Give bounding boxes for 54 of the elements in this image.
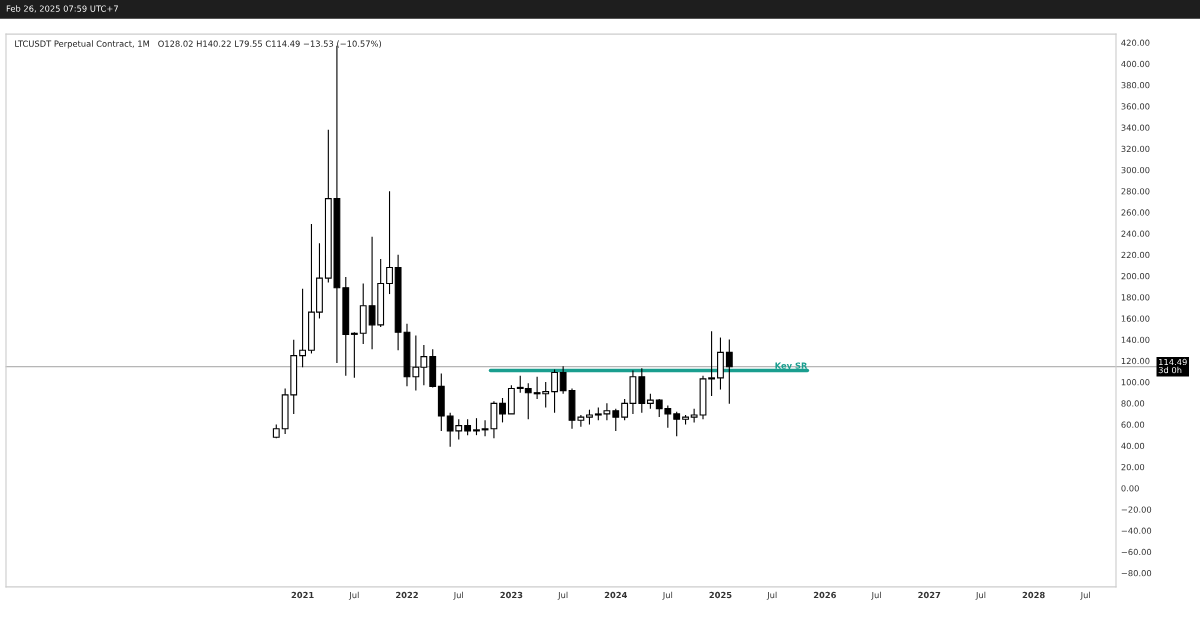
- x-tick-label: Jul: [871, 591, 881, 600]
- x-tick-label: 2022: [396, 591, 418, 599]
- y-tick-label: 100.00: [1121, 379, 1150, 386]
- x-tick-label: 2025: [709, 591, 732, 599]
- y-tick-label: 380.00: [1121, 82, 1150, 89]
- y-tick-label: 140.00: [1121, 336, 1150, 343]
- candlestick: [725, 338, 733, 405]
- x-tick-label: Jul: [1080, 591, 1090, 600]
- chart-title: LTCUSDT Perpetual Contract, 1M O128.02 H140.22 L79.55 C114.49 −13.53 (−10.57%): [15, 40, 382, 49]
- y-tick-label: 340.00: [1121, 124, 1150, 131]
- y-tick-label: 420.00: [1121, 39, 1150, 46]
- y-tick-label: 200.00: [1121, 273, 1150, 280]
- x-tick-label: 2023: [500, 591, 523, 599]
- x-tick-label: 2028: [1022, 591, 1045, 599]
- y-tick-label: 280.00: [1121, 188, 1150, 195]
- x-tick-label: Jul: [662, 591, 673, 600]
- y-tick-label: −40.00: [1121, 527, 1152, 534]
- y-tick-label: 120.00: [1121, 357, 1150, 365]
- x-tick-label: 2024: [604, 591, 627, 599]
- y-tick-label: −60.00: [1121, 548, 1152, 556]
- candlestick: [350, 331, 358, 379]
- x-tick-label: 2021: [291, 591, 314, 599]
- candlestick: [386, 190, 393, 295]
- y-tick-label: 160.00: [1121, 315, 1150, 322]
- candlestick: [499, 397, 506, 423]
- y-tick-label: 360.00: [1121, 103, 1150, 110]
- candlestick: [559, 365, 567, 395]
- ref-line-label: 114.49 3d 0h: [1158, 358, 1187, 374]
- y-tick-label: 20.00: [1121, 463, 1145, 471]
- y-tick-label: 0.00: [1121, 485, 1139, 492]
- x-tick-label: Jul: [975, 591, 986, 600]
- y-tick-label: 40.00: [1121, 442, 1145, 450]
- y-tick-label: 220.00: [1121, 251, 1150, 259]
- x-tick-label: Jul: [348, 591, 359, 600]
- y-tick-label: 60.00: [1121, 421, 1145, 428]
- x-tick-label: Jul: [766, 591, 777, 600]
- y-tick-label: 320.00: [1121, 145, 1150, 153]
- candlestick: [299, 288, 307, 368]
- y-tick-label: −20.00: [1121, 506, 1152, 513]
- x-tick-label: 2027: [918, 591, 941, 599]
- y-tick-label: −80.00: [1121, 570, 1152, 577]
- y-tick-label: 300.00: [1121, 166, 1150, 174]
- x-tick-label: Jul: [453, 591, 463, 600]
- candlestick: [612, 408, 620, 432]
- y-tick-label: 400.00: [1121, 60, 1150, 68]
- y-tick-label: 80.00: [1121, 400, 1145, 407]
- x-tick-label: 2026: [813, 591, 836, 599]
- text: Feb 26, 2025 07:59 UTC+7: [6, 5, 118, 13]
- y-tick-label: 260.00: [1121, 209, 1150, 216]
- y-tick-label: 240.00: [1121, 230, 1150, 237]
- x-tick-label: Jul: [557, 591, 568, 600]
- candlestick: [551, 368, 558, 414]
- y-tick-label: 180.00: [1121, 294, 1150, 301]
- candlestick: [673, 411, 681, 437]
